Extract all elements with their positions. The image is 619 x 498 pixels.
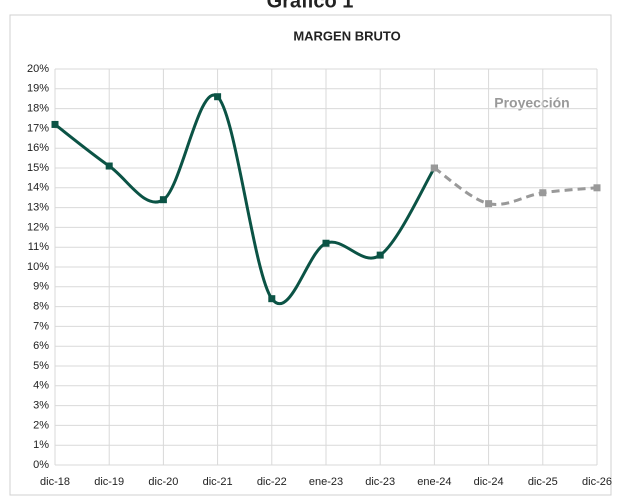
- chart-title: MARGEN BRUTO: [293, 28, 400, 43]
- point-marker: [214, 93, 222, 101]
- y-tick-label: 12%: [27, 221, 49, 233]
- y-tick-label: 4%: [33, 380, 49, 392]
- point-marker: [268, 295, 276, 303]
- point-marker: [159, 196, 167, 204]
- point-marker: [51, 120, 59, 128]
- x-tick-label: dic-18: [40, 476, 70, 488]
- point-marker: [376, 251, 384, 259]
- y-tick-label: 19%: [27, 83, 49, 95]
- y-tick-label: 1%: [33, 439, 49, 451]
- y-tick-label: 10%: [27, 261, 49, 273]
- y-tick-label: 6%: [33, 340, 49, 352]
- point-marker: [485, 200, 493, 208]
- x-tick-label: dic-21: [203, 476, 233, 488]
- x-tick-label: ene-23: [309, 476, 343, 488]
- point-marker: [105, 162, 113, 170]
- x-tick-label: dic-23: [365, 476, 395, 488]
- y-tick-label: 20%: [27, 63, 49, 75]
- x-tick-label: ene-24: [417, 476, 451, 488]
- series-line: [54, 93, 436, 306]
- page-title: Gráfico 1: [267, 0, 354, 12]
- annotation: Proyección: [494, 95, 569, 111]
- y-tick-label: 14%: [27, 182, 49, 194]
- y-tick-label: 18%: [27, 103, 49, 115]
- y-tick-label: 0%: [33, 459, 49, 471]
- y-tick-label: 2%: [33, 419, 49, 431]
- series-line: [433, 166, 598, 206]
- y-tick-label: 17%: [27, 122, 49, 134]
- y-tick-label: 3%: [33, 400, 49, 412]
- x-tick-label: dic-25: [528, 476, 558, 488]
- y-tick-label: 15%: [27, 162, 49, 174]
- y-tick-label: 13%: [27, 202, 49, 214]
- x-tick-label: dic-26: [582, 476, 612, 488]
- x-tick-label: dic-20: [148, 476, 178, 488]
- y-tick-label: 8%: [33, 301, 49, 313]
- point-marker: [322, 239, 330, 247]
- y-tick-label: 11%: [28, 241, 49, 253]
- x-tick-label: dic-19: [94, 476, 124, 488]
- point-marker: [539, 189, 547, 197]
- x-tick-label: dic-22: [257, 476, 287, 488]
- point-marker: [430, 164, 438, 172]
- y-tick-label: 5%: [33, 360, 49, 372]
- x-tick-label: dic-24: [474, 476, 504, 488]
- point-marker: [593, 184, 601, 192]
- y-tick-label: 9%: [33, 281, 49, 293]
- y-tick-label: 7%: [33, 320, 49, 332]
- chart-frame: [9, 14, 612, 496]
- y-tick-label: 16%: [27, 142, 49, 154]
